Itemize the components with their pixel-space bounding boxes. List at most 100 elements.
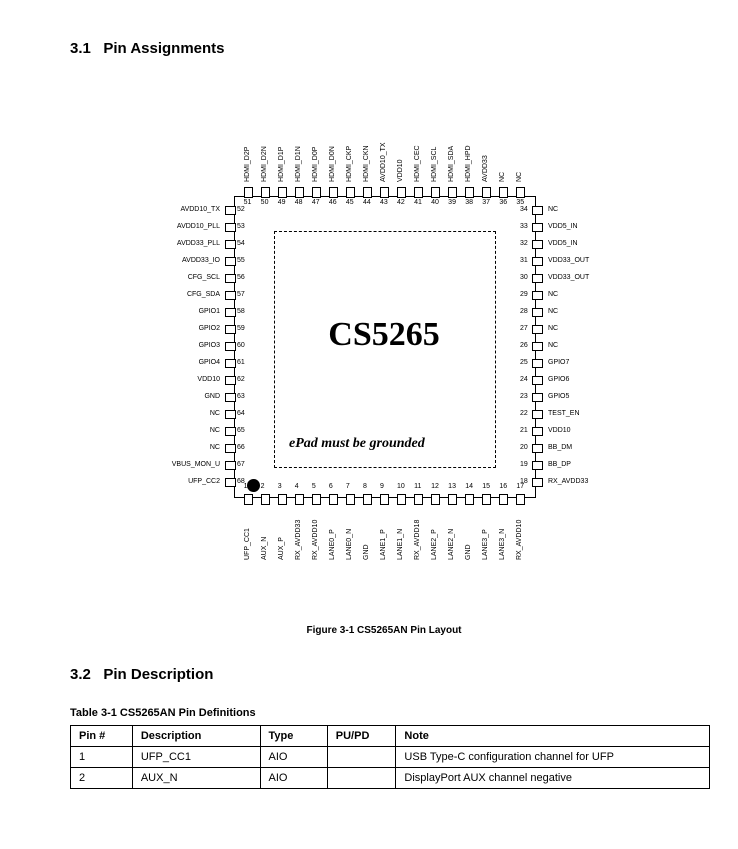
pin-number: 63: [237, 393, 245, 400]
pin-pad: [225, 223, 236, 232]
pin-number: 11: [414, 483, 421, 490]
pin-label: HDMI_CEC: [414, 140, 421, 182]
pin-label: VDD5_IN: [548, 240, 578, 247]
pin-label: HDMI_D2N: [261, 140, 268, 182]
pin-label: GND: [204, 393, 220, 400]
pin-number: 57: [237, 291, 245, 298]
pin-pad: [532, 427, 543, 436]
pin-number: 39: [448, 199, 456, 206]
pin-pad: [261, 494, 270, 505]
table-header: Description: [132, 726, 260, 747]
pin-number: 17: [516, 483, 524, 490]
pin-pad: [448, 187, 457, 198]
pin-number: 47: [312, 199, 320, 206]
pin-pad: [465, 187, 474, 198]
pin-label: LANE2_P: [431, 510, 438, 560]
pin-number: 13: [448, 483, 456, 490]
pin-label: HDMI_CKN: [363, 140, 370, 182]
table-cell: AUX_N: [132, 768, 260, 789]
pin-label: LANE3_N: [499, 510, 506, 560]
pin-label: VDD10: [197, 376, 220, 383]
pin-pad: [532, 342, 543, 351]
table-cell: AIO: [260, 768, 327, 789]
table-header: Pin #: [71, 726, 133, 747]
pin-pad: [532, 257, 543, 266]
pin-number: 31: [520, 257, 528, 264]
pin-pad: [532, 410, 543, 419]
pin-pad: [225, 206, 236, 215]
pin-label: GPIO6: [548, 376, 569, 383]
pin-label: AUX_N: [261, 510, 268, 560]
pin-label: HDMI_SCL: [431, 140, 438, 182]
table-cell: [327, 768, 396, 789]
pin-pad: [380, 187, 389, 198]
pin-pad: [516, 187, 525, 198]
pin-number: 59: [237, 325, 245, 332]
pin-pad: [431, 494, 440, 505]
pin-label: RX_AVDD33: [548, 478, 588, 485]
pin-label: VDD33_OUT: [548, 274, 589, 281]
pin-label: AVDD10_PLL: [177, 223, 220, 230]
pin-label: HDMI_D0N: [329, 140, 336, 182]
pin-label: RX_AVDD18: [414, 510, 421, 560]
pin-label: GND: [363, 510, 370, 560]
pin-pad: [397, 187, 406, 198]
pin-number: 43: [380, 199, 388, 206]
pin-label: NC: [499, 140, 506, 182]
pin-number: 66: [237, 444, 245, 451]
pin-label: LANE1_N: [397, 510, 404, 560]
pin-label: AUX_P: [278, 510, 285, 560]
pin-pad: [532, 223, 543, 232]
pin-pad: [448, 494, 457, 505]
pin-label: AVDD10_TX: [180, 206, 220, 213]
pin-number: 44: [363, 199, 371, 206]
pin-number: 42: [397, 199, 405, 206]
pin-number: 64: [237, 410, 245, 417]
pin-label: GPIO2: [199, 325, 220, 332]
pin-label: HDMI_HPD: [465, 140, 472, 182]
pin-number: 52: [237, 206, 245, 213]
pin-pad: [346, 187, 355, 198]
pin-pad: [532, 393, 543, 402]
pin-pad: [329, 494, 338, 505]
section-title: Pin Assignments: [103, 40, 224, 57]
table-caption: Table 3-1 CS5265AN Pin Definitions: [70, 707, 698, 719]
pin-pad: [465, 494, 474, 505]
pin-number: 6: [329, 483, 333, 490]
pin-label: GPIO3: [199, 342, 220, 349]
pin-label: VDD5_IN: [548, 223, 578, 230]
pin-pad: [312, 187, 321, 198]
table-row: 2AUX_NAIODisplayPort AUX channel negativ…: [71, 768, 710, 789]
pin-label: NC: [548, 325, 558, 332]
pin-number: 58: [237, 308, 245, 315]
pin-pad: [329, 187, 338, 198]
pin-pad: [532, 461, 543, 470]
pin-label: RX_AVDD10: [312, 510, 319, 560]
table-header: Type: [260, 726, 327, 747]
pin-number: 4: [295, 483, 299, 490]
pin-label: GPIO7: [548, 359, 569, 366]
pin-number: 35: [516, 199, 524, 206]
pin-number: 28: [520, 308, 528, 315]
pin-label: GPIO4: [199, 359, 220, 366]
pin-pad: [225, 274, 236, 283]
pin-pad: [225, 359, 236, 368]
table-row: 1UFP_CC1AIOUSB Type-C configuration chan…: [71, 747, 710, 768]
pin-number: 5: [312, 483, 316, 490]
figure-caption: Figure 3-1 CS5265AN Pin Layout: [70, 625, 698, 636]
table-cell: USB Type-C configuration channel for UFP: [396, 747, 710, 768]
pin-number: 62: [237, 376, 245, 383]
pin-pad: [225, 240, 236, 249]
pin-label: NC: [548, 206, 558, 213]
pin-number: 67: [237, 461, 245, 468]
pin-number: 12: [431, 483, 439, 490]
section-3-1-heading: 3.1 Pin Assignments: [70, 40, 698, 57]
pin-pad: [225, 478, 236, 487]
pin-label: HDMI_D1N: [295, 140, 302, 182]
pin-number: 55: [237, 257, 245, 264]
pin-number: 65: [237, 427, 245, 434]
pin-definitions-table: Pin #DescriptionTypePU/PDNote 1UFP_CC1AI…: [70, 725, 710, 789]
pin-pad: [225, 325, 236, 334]
pin-label: NC: [548, 308, 558, 315]
pin-number: 9: [380, 483, 384, 490]
